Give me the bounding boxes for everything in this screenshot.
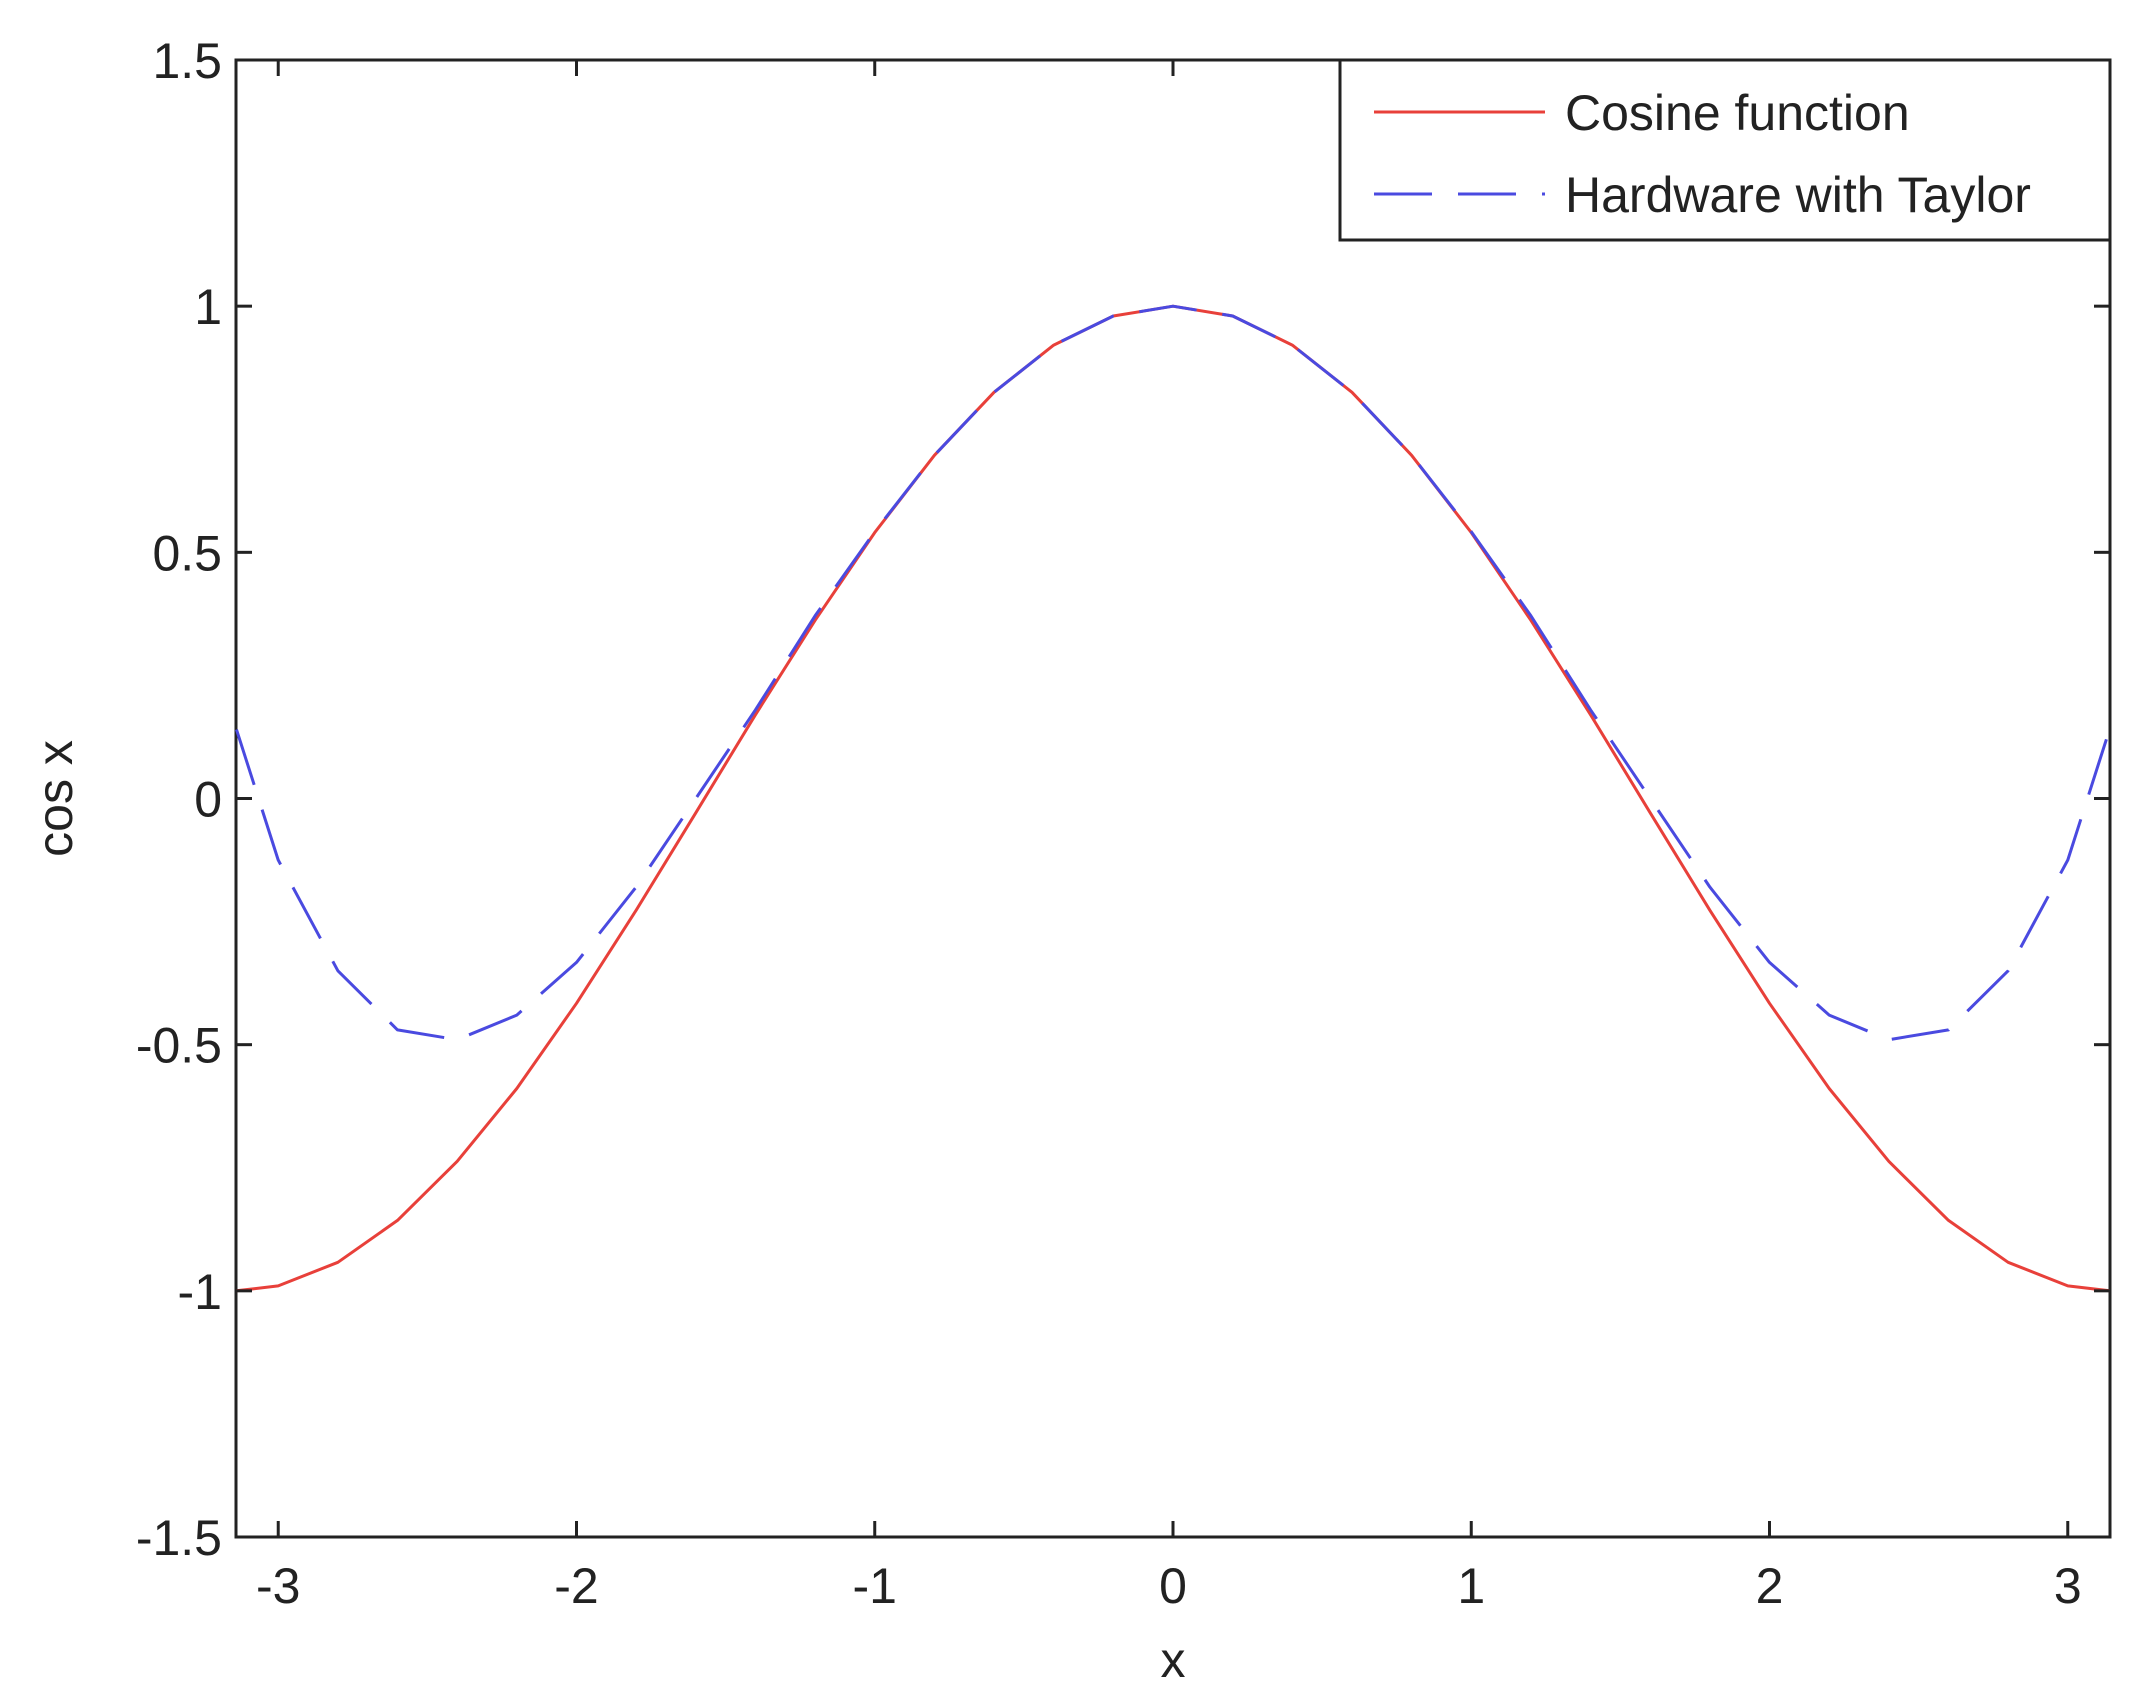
x-axis-label: x bbox=[1161, 1632, 1186, 1688]
x-tick-label: 1 bbox=[1457, 1558, 1485, 1614]
x-tick-label: -2 bbox=[554, 1558, 598, 1614]
x-tick-label: -3 bbox=[256, 1558, 300, 1614]
plot-area-frame bbox=[234, 58, 2112, 1539]
y-tick-label: 0.5 bbox=[152, 525, 222, 581]
legend-entry-cosine-function: Cosine function bbox=[1565, 85, 1910, 141]
legend: Cosine function Hardware with Taylor bbox=[1338, 58, 2112, 242]
y-tick-label: -0.5 bbox=[136, 1018, 222, 1074]
x-tick-label: 3 bbox=[2054, 1558, 2082, 1614]
series-line-hardware-with-taylor bbox=[235, 304, 2111, 1042]
ticks-layer: -3 -2 -1 0 1 2 3 -1.5 -1 -0.5 0 0.5 1 1.5 bbox=[136, 33, 2110, 1614]
y-axis-label: cos x bbox=[27, 740, 83, 857]
y-tick-label: -1 bbox=[178, 1264, 222, 1320]
y-tick-label: 0 bbox=[194, 772, 222, 828]
y-tick-label: 1.5 bbox=[152, 33, 222, 89]
x-tick-label: 2 bbox=[1756, 1558, 1784, 1614]
x-tick-label: 0 bbox=[1159, 1558, 1187, 1614]
x-tick-label: -1 bbox=[853, 1558, 897, 1614]
y-tick-label: 1 bbox=[194, 279, 222, 335]
legend-box bbox=[1338, 58, 2112, 242]
y-tick-label: -1.5 bbox=[136, 1510, 222, 1566]
series-layer bbox=[235, 304, 2111, 1293]
legend-entry-hardware-with-taylor: Hardware with Taylor bbox=[1565, 167, 2031, 223]
